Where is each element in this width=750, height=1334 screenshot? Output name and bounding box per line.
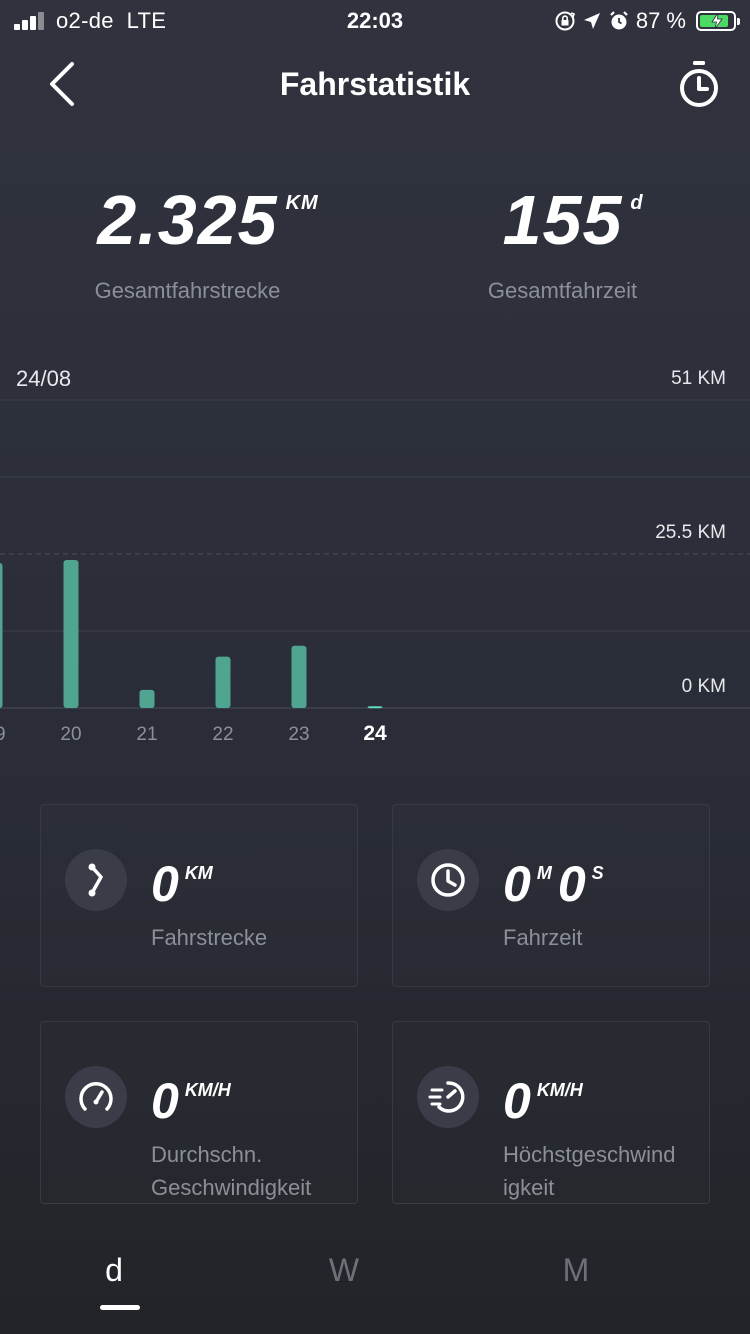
active-tab-indicator — [100, 1305, 140, 1310]
tab-month[interactable]: M — [562, 1252, 590, 1288]
status-bar: o2-de LTE 22:03 87 % — [0, 0, 750, 40]
bar-day-20[interactable] — [63, 560, 79, 708]
tab-week[interactable]: W — [328, 1252, 360, 1288]
distance-label: Fahrstrecke — [151, 925, 268, 950]
bar-day-24[interactable] — [367, 706, 383, 709]
max-speed-unit: KM/H — [536, 1080, 583, 1100]
clock-time: 22:03 — [346, 8, 404, 33]
avg-speed-label-line2: Geschwindigkeit — [151, 1175, 312, 1200]
x-tick-20: 20 — [60, 724, 81, 745]
total-time-label: Gesamtfahrzeit — [487, 278, 638, 303]
alarm-icon — [610, 11, 628, 30]
bar-day-21[interactable] — [139, 689, 155, 708]
max-speed-label-line1: Höchstgeschwind — [503, 1142, 676, 1167]
stat-card-avg-speed: 0 KM/H Durchschn. Geschwindigkeit — [40, 1021, 358, 1204]
speedometer-icon — [65, 1066, 127, 1128]
location-icon — [583, 13, 600, 29]
status-icons: 87 % — [554, 8, 740, 34]
chart-date-label: 24/08 — [16, 366, 72, 391]
max-speed-label-line2: igkeit — [503, 1175, 555, 1200]
total-distance-value: 2.325 KM — [97, 180, 317, 260]
bar-day-23[interactable] — [291, 645, 307, 708]
time-minutes-unit: M — [536, 863, 552, 883]
total-time-number: 155 — [502, 181, 623, 259]
distance-unit: KM — [184, 863, 213, 883]
y-tick-mid: 25.5 KM — [655, 522, 726, 543]
top-speed-icon — [417, 1066, 479, 1128]
total-distance-unit: KM — [285, 192, 319, 214]
time-minutes: 0 — [503, 856, 531, 912]
total-time: 155 d Gesamtfahrzeit — [375, 180, 750, 304]
stopwatch-button[interactable] — [674, 58, 724, 110]
total-time-value: 155 d — [502, 180, 643, 260]
stat-card-max-speed: 0 KM/H Höchstgeschwind igkeit — [392, 1021, 710, 1204]
y-tick-max: 51 KM — [671, 368, 726, 389]
tab-day[interactable]: d — [105, 1252, 123, 1288]
stopwatch-icon — [680, 61, 718, 107]
signal-icon — [14, 12, 48, 30]
time-label: Fahrzeit — [503, 925, 583, 950]
chevron-left-icon — [50, 62, 74, 106]
orientation-lock-icon — [555, 11, 575, 31]
avg-speed-label-line1: Durchschn. — [151, 1142, 263, 1167]
avg-speed-label: Durchschn. Geschwindigkeit — [151, 1138, 351, 1204]
time-seconds-unit: S — [591, 863, 604, 883]
x-tick-21: 21 — [136, 724, 157, 745]
route-icon — [65, 849, 127, 911]
stat-card-distance: 0 KM Fahrstrecke — [40, 804, 358, 987]
y-tick-zero: 0 KM — [681, 676, 726, 697]
time-seconds: 0 — [557, 856, 586, 912]
x-tick-23: 23 — [288, 724, 309, 745]
carrier-label: o2-de LTE — [56, 8, 167, 33]
header: Fahrstatistik — [0, 52, 750, 116]
period-tabs: d W M — [0, 1252, 750, 1312]
avg-speed-number: 0 — [151, 1073, 179, 1129]
total-distance: 2.325 KM Gesamtfahrstrecke — [0, 180, 375, 304]
battery-percent: 87 % — [635, 8, 686, 33]
bar-day-22[interactable] — [215, 656, 231, 708]
x-tick-22: 22 — [212, 724, 233, 745]
max-speed-number: 0 — [503, 1073, 531, 1129]
daily-distance-chart[interactable]: 19 20 21 22 23 24 24/08 51 KM 25.5 KM 0 KM — [0, 360, 750, 760]
clock-icon — [417, 849, 479, 911]
avg-speed-value: 0 KM/H — [151, 1072, 237, 1129]
max-speed-label: Höchstgeschwind igkeit — [503, 1138, 703, 1204]
total-time-unit: d — [630, 192, 644, 214]
page-title: Fahrstatistik — [279, 66, 471, 102]
total-distance-number: 2.325 — [97, 181, 278, 259]
avg-speed-unit: KM/H — [184, 1080, 231, 1100]
total-distance-label: Gesamtfahrstrecke — [94, 278, 281, 303]
x-tick-24: 24 — [363, 722, 387, 745]
bar-day-19[interactable] — [0, 563, 3, 708]
x-tick-19: 19 — [0, 724, 6, 745]
battery-charging-icon — [696, 11, 740, 31]
chart-canvas: 19 20 21 22 23 24 — [0, 399, 750, 745]
distance-number: 0 — [151, 856, 179, 912]
distance-value: 0 KM — [151, 855, 219, 912]
back-button[interactable] — [40, 58, 84, 110]
max-speed-value: 0 KM/H — [503, 1072, 589, 1129]
